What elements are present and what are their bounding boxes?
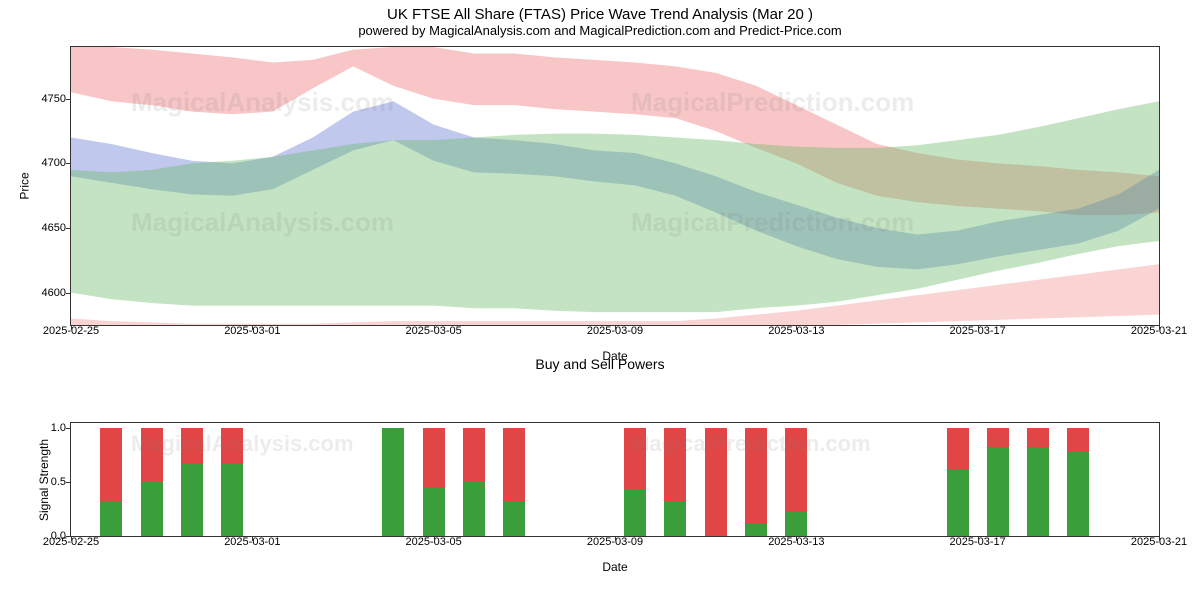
- sell-bar: [141, 428, 163, 482]
- buy-bar: [100, 501, 122, 537]
- sell-bar: [745, 428, 767, 524]
- x-axis-label: Date: [602, 560, 627, 574]
- buy-bar: [987, 447, 1009, 536]
- y-axis-label: Signal Strength: [37, 438, 51, 520]
- price-chart: MagicalAnalysis.com MagicalPrediction.co…: [70, 46, 1160, 326]
- signal-bar: [181, 423, 203, 536]
- y-tick-label: 4600: [21, 287, 66, 299]
- y-tick-label: 4750: [21, 93, 66, 105]
- sell-bar: [664, 428, 686, 500]
- signal-bar: [1067, 423, 1089, 536]
- sell-bar: [100, 428, 122, 500]
- signal-bar: [1027, 423, 1049, 536]
- signal-bar: [705, 423, 727, 536]
- buy-bar: [382, 428, 404, 536]
- y-tick-label: 4700: [21, 157, 66, 169]
- buy-bar: [1027, 447, 1049, 536]
- buy-bar: [1067, 452, 1089, 536]
- signal-bar: [141, 423, 163, 536]
- signal-bar: [100, 423, 122, 536]
- buy-bar: [624, 489, 646, 536]
- sell-bar: [705, 428, 727, 536]
- buy-bar: [785, 512, 807, 536]
- sell-bar: [221, 428, 243, 464]
- sell-bar: [1067, 428, 1089, 452]
- sell-bar: [947, 428, 969, 470]
- signal-bar: [463, 423, 485, 536]
- signal-bar: [987, 423, 1009, 536]
- buy-bar: [463, 482, 485, 536]
- signal-bar: [947, 423, 969, 536]
- signal-bar: [664, 423, 686, 536]
- signal-bar: [423, 423, 445, 536]
- y-axis-label: Price: [18, 172, 32, 199]
- buy-bar: [423, 488, 445, 536]
- sell-bar: [423, 428, 445, 487]
- signal-bar: [785, 423, 807, 536]
- sell-bar: [181, 428, 203, 464]
- buy-bar: [221, 464, 243, 536]
- signal-bar: [221, 423, 243, 536]
- chart-subtitle: powered by MagicalAnalysis.com and Magic…: [0, 23, 1200, 38]
- sell-bar: [785, 428, 807, 512]
- y-tick-label: 4650: [21, 222, 66, 234]
- band-green_band: [71, 101, 1159, 312]
- buy-bar: [947, 470, 969, 536]
- x-axis-label: Date: [602, 349, 627, 363]
- buy-bar: [503, 501, 525, 537]
- sell-bar: [987, 428, 1009, 446]
- sell-bar: [503, 428, 525, 500]
- signal-bar: [745, 423, 767, 536]
- buy-bar: [181, 464, 203, 536]
- buy-bar: [664, 501, 686, 537]
- chart-title: UK FTSE All Share (FTAS) Price Wave Tren…: [0, 6, 1200, 23]
- sell-bar: [624, 428, 646, 488]
- buy-bar: [141, 482, 163, 536]
- sell-bar: [463, 428, 485, 482]
- y-tick-label: 1.0: [21, 422, 66, 434]
- buy-bar: [745, 524, 767, 536]
- bottom-chart-title: Buy and Sell Powers: [0, 356, 1200, 372]
- signal-bar: [382, 423, 404, 536]
- sell-bar: [1027, 428, 1049, 446]
- signal-chart: MagicalAnalysis.com MagicalPrediction.co…: [70, 422, 1160, 537]
- signal-bar: [503, 423, 525, 536]
- signal-bar: [624, 423, 646, 536]
